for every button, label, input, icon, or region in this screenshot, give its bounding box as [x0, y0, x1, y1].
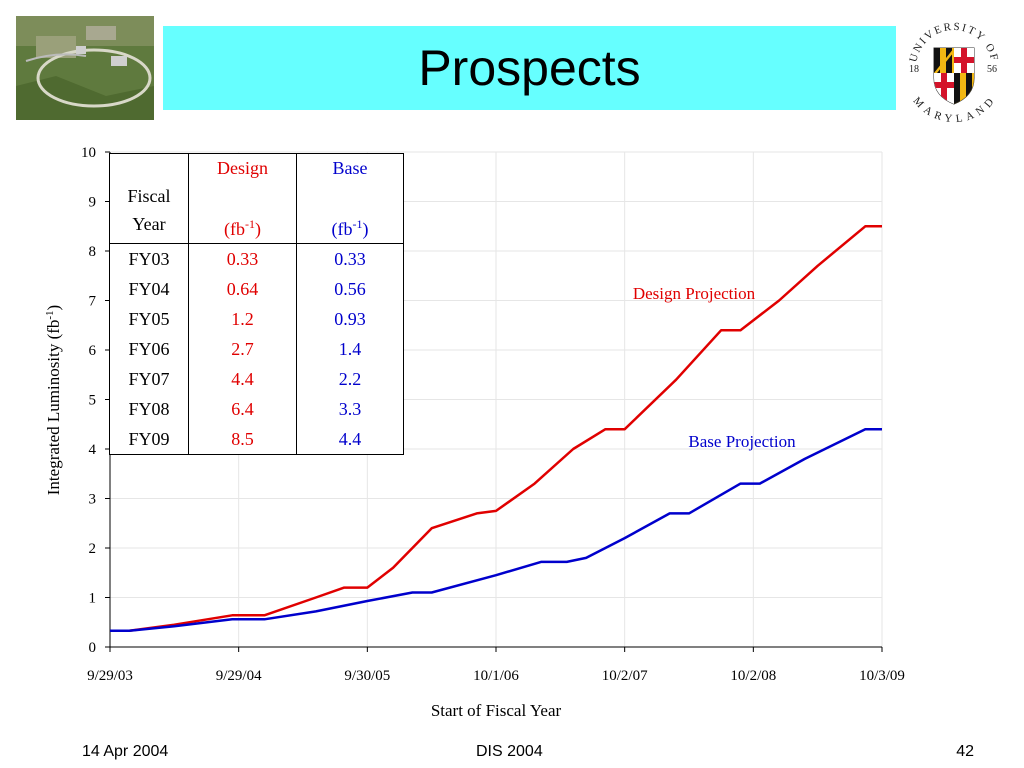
footer-page-number: 42	[956, 743, 974, 760]
x-tick-label: 9/30/05	[344, 668, 390, 684]
fiscal-year-cell: FY09	[109, 424, 189, 455]
fiscal-year-cell: FY04	[109, 274, 189, 304]
x-tick-label: 10/3/09	[859, 668, 905, 684]
design-value-cell: 2.7	[188, 334, 297, 364]
luminosity-table: . Fiscal Year Design . (fb-1) Base . (fb…	[109, 153, 404, 455]
header-base: Base . (fb-1)	[296, 153, 404, 244]
fiscal-year-cell: FY05	[109, 304, 189, 334]
y-tick-label: 9	[89, 195, 97, 211]
design-value-cell: 4.4	[188, 364, 297, 394]
table-row: FY08 6.4 3.3	[109, 394, 404, 424]
base-value-cell: 0.93	[334, 309, 366, 329]
chart-series	[110, 225, 882, 632]
y-tick-label: 4	[89, 442, 97, 458]
design-value-cell: 0.64	[188, 274, 297, 304]
design-projection-label: Design Projection	[633, 284, 756, 303]
design-value-cell: 6.4	[188, 394, 297, 424]
y-axis-ticks: 0 1 2 3 4 5 6 7 8 9 10	[81, 145, 110, 656]
footer-date: 14 Apr 2004	[82, 743, 169, 760]
design-value-cell: 0.33	[188, 243, 297, 274]
fiscal-year-cell: FY08	[109, 394, 189, 424]
y-tick-label: 6	[89, 343, 97, 359]
base-value-cell: 3.3	[338, 399, 362, 419]
table-row: FY05 1.2 0.93	[109, 304, 404, 334]
table-row: FY09 8.5 4.4	[109, 424, 404, 455]
x-tick-label: 9/29/04	[216, 668, 262, 684]
base-projection-line	[110, 427, 882, 632]
y-tick-label: 10	[81, 145, 96, 161]
table-header-row: . Fiscal Year Design . (fb-1) Base . (fb…	[109, 153, 404, 244]
fiscal-year-cell: FY03	[109, 243, 189, 274]
base-value-cell: 0.33	[334, 249, 366, 269]
seal-year-right: 56	[987, 64, 997, 75]
design-projection-line	[110, 225, 882, 632]
title-bar: Prospects	[163, 26, 896, 110]
header-design-unit: (fb-1)	[224, 217, 261, 239]
maryland-flag-shield	[933, 47, 975, 105]
base-value-cell: 2.2	[338, 369, 362, 389]
y-tick-label: 0	[89, 640, 97, 656]
slide-title: Prospects	[418, 40, 641, 96]
table-row: FY07 4.4 2.2	[109, 364, 404, 394]
y-tick-label: 3	[89, 492, 97, 508]
seal-year-left: 18	[909, 64, 919, 75]
header-design: Design . (fb-1)	[188, 153, 297, 244]
footer-event: DIS 2004	[476, 743, 543, 760]
table-row: FY06 2.7 1.4	[109, 334, 404, 364]
luminosity-chart: 0 1 2 3 4 5 6 7 8 9 10 9/29/03 9/29/04 9/30/05 10/1/0…	[44, 145, 905, 720]
y-tick-label: 7	[89, 294, 97, 310]
fiscal-year-cell: FY07	[109, 364, 189, 394]
base-value-cell: 4.4	[338, 429, 362, 449]
y-tick-label: 2	[89, 541, 97, 557]
x-tick-label: 9/29/03	[87, 668, 133, 684]
base-projection-label: Base Projection	[688, 432, 796, 451]
x-tick-label: 10/1/06	[473, 668, 519, 684]
x-tick-label: 10/2/08	[730, 668, 776, 684]
design-value-cell: 1.2	[188, 304, 297, 334]
fiscal-year-cell: FY06	[109, 334, 189, 364]
university-seal: UNIVERSITY OF MARYLAND 18 56	[907, 21, 998, 124]
x-tick-label: 10/2/07	[602, 668, 648, 684]
header-base-unit: (fb-1)	[331, 217, 369, 239]
table-row: FY04 0.64 0.56	[109, 274, 404, 304]
y-tick-label: 5	[89, 393, 97, 409]
x-axis-ticks: 9/29/03 9/29/04 9/30/05 10/1/06 10/2/07 10/2/…	[87, 647, 905, 684]
base-value-cell: 0.56	[334, 279, 366, 299]
y-tick-label: 8	[89, 244, 97, 260]
y-tick-label: 1	[89, 591, 97, 607]
header-fiscal-year: . Fiscal Year	[109, 153, 189, 244]
base-value-cell: 1.4	[338, 339, 362, 359]
table-row: FY03 0.33 0.33	[109, 243, 404, 274]
x-axis-label: Start of Fiscal Year	[431, 701, 562, 720]
design-value-cell: 8.5	[188, 424, 297, 455]
y-axis-label: Integrated Luminosity (fb-1)	[44, 305, 63, 495]
accelerator-aerial-photo	[16, 16, 154, 120]
